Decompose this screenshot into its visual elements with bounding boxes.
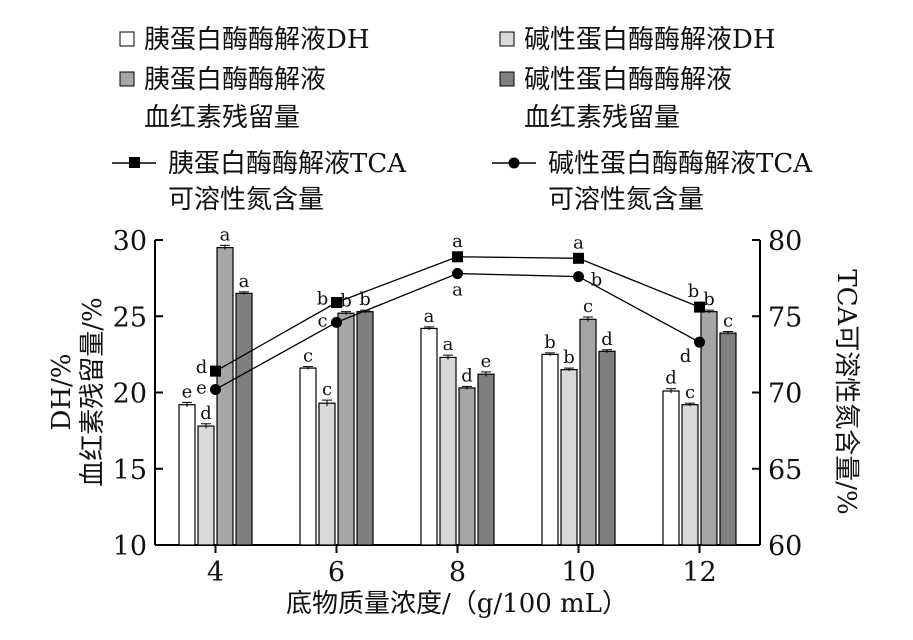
line-significance-letter: b — [688, 281, 700, 302]
left-y-tick-label: 20 — [113, 379, 147, 410]
bar-significance-letter: c — [583, 296, 593, 317]
line-significance-letter: c — [317, 310, 327, 331]
line-point-square — [210, 365, 221, 377]
bar — [337, 312, 355, 546]
bar — [356, 311, 374, 546]
bar — [681, 404, 699, 546]
line-significance-letter: a — [452, 231, 463, 252]
line-point-circle — [694, 336, 705, 348]
legend-marker-circle — [508, 157, 520, 169]
legend-label: 可溶性氮含量 — [168, 185, 324, 215]
legend-swatch — [119, 71, 135, 87]
x-tick-label: 12 — [682, 557, 716, 588]
bar-significance-letter: b — [563, 347, 575, 368]
bar — [560, 369, 578, 546]
x-tick-label: 6 — [328, 557, 345, 588]
bar — [719, 332, 737, 546]
bar-significance-letter: e — [182, 381, 193, 402]
legend-label: 碱性蛋白酶酶解液 — [524, 65, 732, 95]
left-y-tick-label: 30 — [113, 226, 147, 257]
legend-label: 血红素残留量 — [524, 103, 680, 133]
line-point-circle — [331, 316, 342, 328]
line-point-square — [573, 252, 584, 264]
right-y-tick-label: 65 — [768, 455, 802, 486]
x-tick-label: 8 — [449, 557, 466, 588]
bar-significance-letter: c — [303, 346, 313, 367]
left-y-tick-label: 15 — [113, 455, 147, 486]
legend-swatch — [119, 31, 135, 47]
bar-significance-letter: b — [544, 332, 556, 353]
line-significance-letter: b — [591, 270, 603, 291]
bar — [598, 350, 616, 546]
bar — [299, 367, 317, 546]
bar — [420, 327, 438, 546]
legend-label: 胰蛋白酶酶解液DH — [144, 25, 370, 55]
right-y-tick-label: 75 — [768, 302, 802, 333]
bar — [579, 318, 597, 546]
line-significance-letter: a — [573, 232, 584, 253]
bar-significance-letter: d — [601, 329, 613, 350]
legend-label: 碱性蛋白酶酶解液DH — [524, 25, 776, 55]
line-significance-letter: e — [196, 377, 207, 398]
line-significance-letter: a — [452, 280, 463, 301]
bar-significance-letter: d — [665, 368, 677, 389]
x-tick-label: 10 — [561, 557, 595, 588]
bar-significance-letter: b — [703, 289, 715, 310]
bar — [235, 292, 253, 546]
left-y-tick-label: 25 — [113, 302, 147, 333]
right-y-tick-label: 70 — [768, 379, 802, 410]
bar-significance-letter: c — [322, 379, 332, 400]
bar — [197, 425, 215, 546]
line-point-circle — [573, 271, 584, 283]
bar — [439, 356, 457, 546]
bar — [700, 311, 718, 546]
right-y-axis-title: TCA可溶性氮含量/% — [831, 269, 861, 514]
legend-label: 碱性蛋白酶酶解液TCA — [548, 149, 813, 179]
bar — [458, 387, 476, 546]
bar-significance-letter: a — [220, 224, 231, 245]
bar-significance-letter: c — [723, 311, 733, 332]
legend-label: 胰蛋白酶酶解液 — [144, 65, 326, 95]
bar-significance-letter: b — [340, 291, 352, 312]
line-significance-letter: d — [196, 357, 208, 378]
line-point-square — [694, 301, 705, 313]
left-y-tick-label: 10 — [113, 531, 147, 562]
line-significance-letter: d — [680, 346, 692, 367]
bar-significance-letter: c — [685, 382, 695, 403]
legend-swatch — [499, 31, 515, 47]
bar — [541, 353, 559, 546]
legend-label: 血红素残留量 — [144, 103, 300, 133]
left-y-axis-title-line2: 血红素残留量/% — [78, 297, 108, 486]
line-significance-letter: b — [317, 289, 329, 310]
bar — [216, 247, 234, 546]
bar — [318, 402, 336, 546]
bar-significance-letter: a — [443, 334, 454, 355]
legend-marker-square — [129, 157, 140, 168]
line-point-circle — [452, 268, 463, 280]
bar-significance-letter: a — [239, 271, 250, 292]
x-tick-label: 4 — [207, 557, 224, 588]
bar-significance-letter: d — [461, 365, 473, 386]
legend-label: 胰蛋白酶酶解液TCA — [168, 149, 407, 179]
line-point-square — [452, 251, 463, 263]
bar-significance-letter: d — [200, 403, 212, 424]
legend-label: 可溶性氮含量 — [548, 185, 704, 215]
right-y-tick-label: 60 — [768, 531, 802, 562]
x-axis-title: 底物质量浓度/（g/100 mL） — [286, 589, 628, 619]
left-y-axis-title-line1: DH/% — [47, 354, 77, 431]
bar — [662, 390, 680, 546]
bar — [178, 404, 196, 546]
bar-significance-letter: a — [424, 306, 435, 327]
right-y-tick-label: 80 — [768, 226, 802, 257]
line-point-circle — [210, 383, 221, 395]
bar-significance-letter: e — [481, 351, 492, 372]
bar — [477, 373, 495, 546]
legend-swatch — [499, 71, 515, 87]
bar-significance-letter: b — [359, 289, 371, 310]
line-point-square — [331, 297, 342, 309]
